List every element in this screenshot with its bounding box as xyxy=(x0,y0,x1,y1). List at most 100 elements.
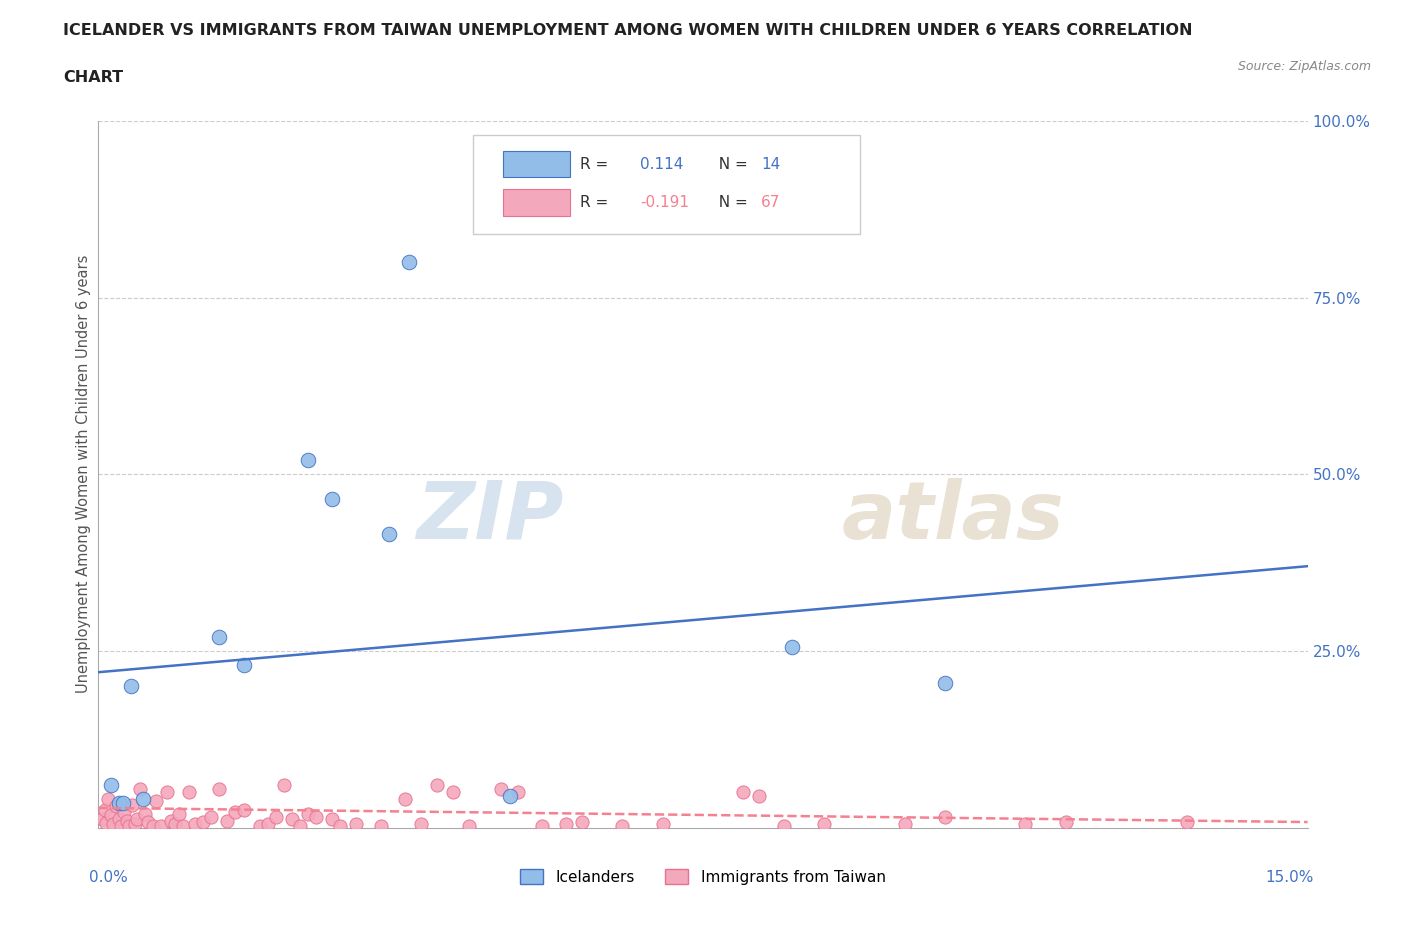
Point xyxy=(105,799,128,814)
Point xyxy=(100,777,122,792)
Point xyxy=(110,818,132,833)
Text: N =: N = xyxy=(709,195,752,210)
Point xyxy=(120,679,142,694)
Point xyxy=(321,492,343,507)
Point xyxy=(132,792,155,807)
Point xyxy=(97,792,120,807)
Point xyxy=(273,777,295,792)
Point xyxy=(506,785,529,800)
Text: Source: ZipAtlas.com: Source: ZipAtlas.com xyxy=(1237,60,1371,73)
Point xyxy=(145,793,167,808)
Point xyxy=(193,815,215,830)
Point xyxy=(394,792,416,807)
Point xyxy=(1014,817,1036,831)
Point xyxy=(934,675,956,690)
Point xyxy=(112,804,135,819)
Point xyxy=(232,803,254,817)
Text: 0.114: 0.114 xyxy=(640,156,683,171)
Point xyxy=(101,817,124,831)
Point xyxy=(107,795,129,810)
Point xyxy=(344,817,367,831)
Text: -0.191: -0.191 xyxy=(640,195,689,210)
Point xyxy=(129,781,152,796)
Text: ZIP: ZIP xyxy=(416,478,564,556)
Point xyxy=(498,789,520,804)
Point xyxy=(748,789,770,804)
Point xyxy=(217,813,239,828)
Point xyxy=(100,807,122,822)
Point xyxy=(256,817,278,831)
Point xyxy=(121,798,143,813)
Point xyxy=(96,816,118,830)
Point xyxy=(409,817,432,831)
Text: CHART: CHART xyxy=(63,70,124,85)
FancyBboxPatch shape xyxy=(503,151,569,178)
Point xyxy=(111,795,134,810)
Point xyxy=(249,818,271,833)
Point xyxy=(934,810,956,825)
Point xyxy=(224,804,246,819)
Text: 0.0%: 0.0% xyxy=(89,870,128,884)
Text: N =: N = xyxy=(709,156,752,171)
Point xyxy=(305,810,328,825)
Point xyxy=(167,806,190,821)
Point xyxy=(107,812,129,827)
Point xyxy=(138,815,160,830)
Point xyxy=(184,817,207,831)
Point xyxy=(733,785,755,800)
Point xyxy=(264,810,287,825)
Text: 67: 67 xyxy=(761,195,780,210)
Point xyxy=(458,818,481,833)
Point xyxy=(281,812,304,827)
Point xyxy=(813,817,835,831)
Point xyxy=(208,781,231,796)
Point xyxy=(1054,815,1077,830)
Point xyxy=(297,453,319,468)
Point xyxy=(288,818,311,833)
Point xyxy=(651,817,673,831)
Point xyxy=(156,785,179,800)
Point xyxy=(297,806,319,821)
Text: R =: R = xyxy=(579,195,613,210)
Point xyxy=(94,803,117,817)
Point xyxy=(612,818,634,833)
Y-axis label: Unemployment Among Women with Children Under 6 years: Unemployment Among Women with Children U… xyxy=(76,255,91,694)
Point xyxy=(398,255,420,270)
Point xyxy=(377,527,399,542)
Point xyxy=(177,785,200,800)
Point xyxy=(772,818,794,833)
Point xyxy=(134,806,156,821)
Point xyxy=(370,818,392,833)
Point xyxy=(555,817,578,831)
Legend: Icelanders, Immigrants from Taiwan: Icelanders, Immigrants from Taiwan xyxy=(515,862,891,891)
Text: 15.0%: 15.0% xyxy=(1265,870,1313,884)
Point xyxy=(142,818,165,833)
Point xyxy=(150,818,173,833)
Point xyxy=(232,658,254,672)
Point xyxy=(780,640,803,655)
Point xyxy=(118,818,141,833)
Point xyxy=(91,812,114,827)
Point xyxy=(1175,815,1198,830)
FancyBboxPatch shape xyxy=(503,190,569,217)
Point xyxy=(571,815,593,830)
Point xyxy=(115,813,138,828)
Point xyxy=(329,818,352,833)
Point xyxy=(160,813,183,828)
Point xyxy=(200,810,222,825)
Point xyxy=(208,630,231,644)
Point xyxy=(124,817,146,831)
Text: ICELANDER VS IMMIGRANTS FROM TAIWAN UNEMPLOYMENT AMONG WOMEN WITH CHILDREN UNDER: ICELANDER VS IMMIGRANTS FROM TAIWAN UNEM… xyxy=(63,23,1192,38)
Text: R =: R = xyxy=(579,156,613,171)
Point xyxy=(491,781,513,796)
FancyBboxPatch shape xyxy=(474,135,860,234)
Point xyxy=(163,817,186,831)
Point xyxy=(441,785,464,800)
Point xyxy=(127,812,149,827)
Point xyxy=(172,818,194,833)
Point xyxy=(321,812,343,827)
Text: 14: 14 xyxy=(761,156,780,171)
Point xyxy=(893,817,915,831)
Point xyxy=(426,777,449,792)
Text: atlas: atlas xyxy=(842,478,1064,556)
